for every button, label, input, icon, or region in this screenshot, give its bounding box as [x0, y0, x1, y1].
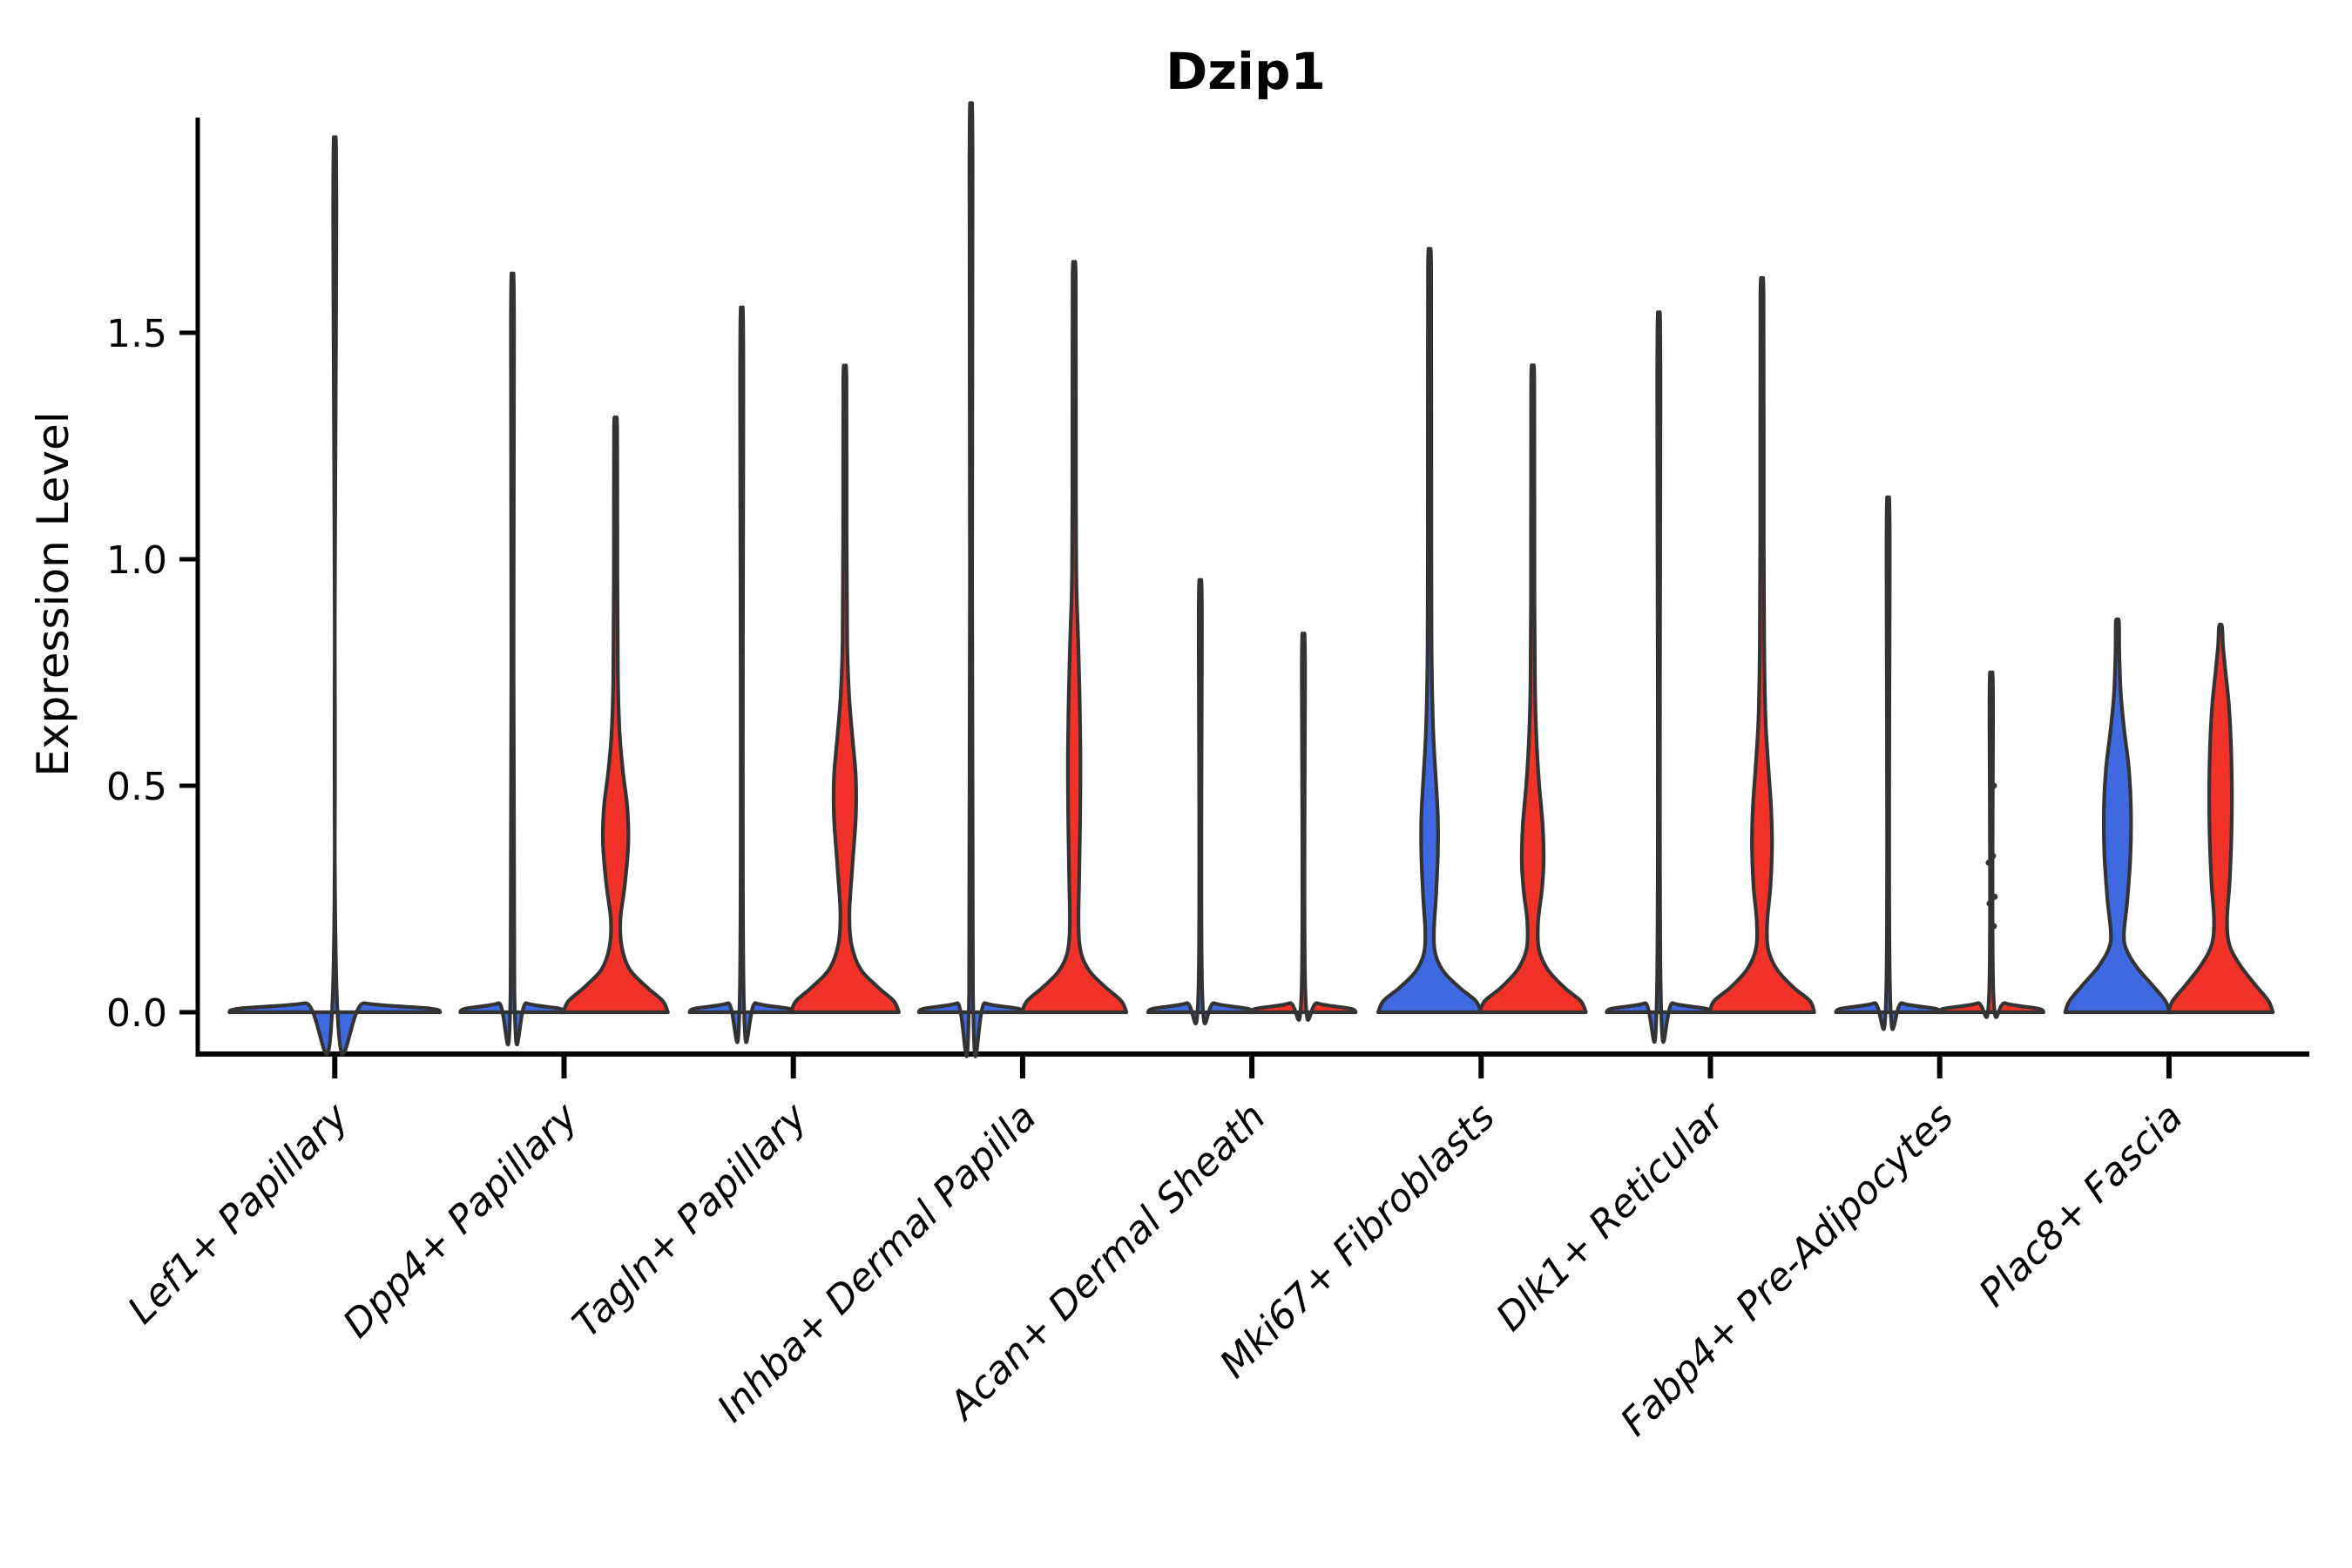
violin-layer	[227, 101, 2275, 1058]
x-tick-label-tagln-papillary: Tagln+ Papillary	[564, 1094, 816, 1346]
jitter-dot-fabp4-pre-adipocytes	[1986, 900, 1993, 907]
violin-fabp4-pre-adipocytes-left	[1834, 495, 1943, 1031]
y-tick-label-0.0: 0.0	[106, 991, 167, 1036]
violin-lef1-papillary-center	[227, 135, 443, 1056]
y-tick-label-1.5: 1.5	[106, 312, 167, 356]
violin-plac8-fascia-left	[2063, 617, 2172, 1015]
violin-mki67-fibroblasts-right	[1477, 363, 1588, 1015]
violin-tagln-papillary-right	[788, 363, 901, 1015]
x-tick-label-lef1-papillary: Lef1+ Papillary	[119, 1094, 358, 1333]
violin-acan-dermal-sheath-left	[1146, 578, 1254, 1026]
violin-inhba-dermal-papilla-left	[916, 101, 1025, 1058]
violin-dlk1-reticular-right	[1707, 276, 1816, 1015]
violin-acan-dermal-sheath-right	[1249, 631, 1358, 1022]
y-tick-label-1.0: 1.0	[106, 538, 167, 583]
jitter-dot-fabp4-pre-adipocytes	[1990, 853, 1997, 860]
violin-mki67-fibroblasts-left	[1376, 247, 1484, 1015]
violin-inhba-dermal-papilla-right	[1020, 260, 1129, 1015]
jitter-dot-fabp4-pre-adipocytes	[1988, 825, 1995, 832]
x-tick-label-dlk1-reticular: Dlk1+ Reticular	[1488, 1093, 1734, 1340]
violin-dpp4-papillary-left	[458, 271, 567, 1047]
y-axis-label: Expression Level	[28, 411, 78, 776]
jitter-dot-fabp4-pre-adipocytes	[1990, 923, 1997, 929]
violin-dpp4-papillary-right	[561, 415, 670, 1015]
jitter-dot-fabp4-pre-adipocytes	[1988, 936, 1995, 943]
violin-plac8-fascia-right	[2166, 622, 2275, 1015]
jitter-dot-fabp4-pre-adipocytes	[1990, 782, 1997, 789]
jitter-dot-fabp4-pre-adipocytes	[1985, 859, 1992, 866]
x-tick-label-dpp4-papillary: Dpp4+ Papillary	[335, 1094, 587, 1347]
jitter-dot-fabp4-pre-adipocytes	[1991, 893, 1998, 900]
x-tick-label-plac8-fascia: Plac8+ Fascia	[1970, 1095, 2191, 1315]
violin-tagln-papillary-left	[687, 306, 796, 1044]
plot-title: Dzip1	[1166, 42, 1326, 101]
axes-layer: 0.0 0.5 1.0 1.5	[106, 118, 2309, 1078]
y-tick-label-0.5: 0.5	[106, 765, 167, 809]
violin-dlk1-reticular-left	[1605, 310, 1713, 1044]
violin-fabp4-pre-adipocytes-right	[1936, 670, 2045, 1019]
